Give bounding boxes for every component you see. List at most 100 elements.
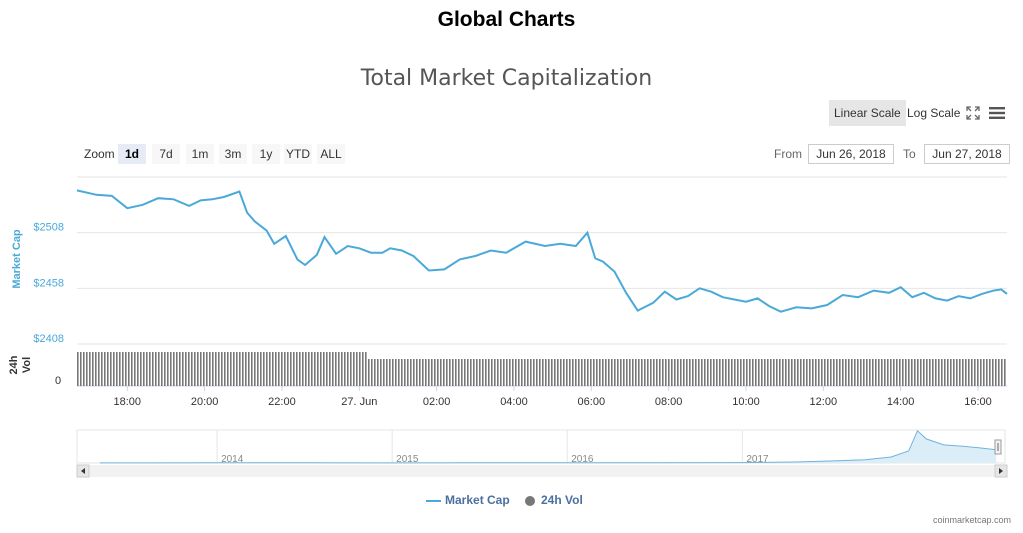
x-tick-label: 20:00 (191, 396, 219, 408)
volume-bar (725, 359, 727, 386)
volume-bar (170, 352, 172, 386)
volume-bar (311, 352, 313, 386)
navigator: 2014 2015 2016 2017 2018 (76, 429, 1008, 478)
navigator-line (99, 429, 997, 464)
volume-bar (536, 359, 538, 386)
volume-bar (197, 352, 199, 386)
zoom-3m-button[interactable]: 3m (219, 144, 247, 164)
zoom-1d-button[interactable]: 1d (118, 144, 146, 164)
volume-bar (194, 352, 196, 386)
volume-bar (896, 359, 898, 386)
volume-bar (743, 359, 745, 386)
volume-bar (422, 359, 424, 386)
volume-bar (290, 352, 292, 386)
volume-bar (989, 359, 991, 386)
volume-bar (749, 359, 751, 386)
x-tick-label: 16:00 (964, 396, 992, 408)
volume-bar (530, 359, 532, 386)
volume-bar (995, 359, 997, 386)
volume-bar (428, 359, 430, 386)
log-scale-button[interactable]: Log Scale (907, 106, 961, 120)
navigator-year-label: 2015 (396, 454, 419, 465)
volume-bar (248, 352, 250, 386)
volume-bar (632, 359, 634, 386)
from-date-input[interactable]: Jun 26, 2018 (808, 144, 894, 164)
volume-bar (278, 352, 280, 386)
volume-bar (467, 359, 469, 386)
volume-bar (599, 359, 601, 386)
volume-bar (551, 359, 553, 386)
volume-bar (854, 359, 856, 386)
volume-bar (629, 359, 631, 386)
volume-bar (827, 359, 829, 386)
volume-bar (782, 359, 784, 386)
x-tick-label: 02:00 (423, 396, 451, 408)
volume-bar (1001, 359, 1003, 386)
volume-bar (830, 359, 832, 386)
volume-bar (932, 359, 934, 386)
volume-bar (773, 359, 775, 386)
volume-bar (431, 359, 433, 386)
volume-bar (395, 359, 397, 386)
volume-bar (488, 359, 490, 386)
volume-bar (410, 359, 412, 386)
volume-bar (338, 352, 340, 386)
volume-bar (554, 359, 556, 386)
volume-bar (680, 359, 682, 386)
volume-bar (605, 359, 607, 386)
volume-bar (413, 359, 415, 386)
volume-bar (566, 359, 568, 386)
legend-volume[interactable]: 24h Vol (525, 493, 583, 507)
volume-bar (500, 359, 502, 386)
volume-bar (386, 359, 388, 386)
volume-bar (848, 359, 850, 386)
volume-bar (356, 352, 358, 386)
volume-bar (443, 359, 445, 386)
volume-bar (212, 352, 214, 386)
legend-market-cap[interactable]: Market Cap (426, 493, 510, 507)
volume-bar (317, 352, 319, 386)
volume-bar (761, 359, 763, 386)
volume-bar (137, 352, 139, 386)
to-date-input[interactable]: Jun 27, 2018 (924, 144, 1010, 164)
zoom-1m-button[interactable]: 1m (186, 144, 214, 164)
fullscreen-icon[interactable] (965, 105, 981, 121)
volume-bar (746, 359, 748, 386)
x-tick-label: 10:00 (732, 396, 760, 408)
volume-bar (335, 352, 337, 386)
y-tick-label: $2408 (33, 333, 64, 345)
volume-bar (764, 359, 766, 386)
volume-bar (944, 359, 946, 386)
volume-bar (239, 352, 241, 386)
zoom-ytd-button[interactable]: YTD (284, 144, 312, 164)
volume-bar (965, 359, 967, 386)
zoom-7d-button[interactable]: 7d (152, 144, 180, 164)
volume-bar (227, 352, 229, 386)
volume-bar (377, 359, 379, 386)
volume-bar (284, 352, 286, 386)
volume-bar (203, 352, 205, 386)
volume-bar (476, 359, 478, 386)
volume-bar (779, 359, 781, 386)
from-label: From (774, 147, 802, 161)
zoom-1y-button[interactable]: 1y (252, 144, 280, 164)
volume-bar (794, 359, 796, 386)
volume-bar (158, 352, 160, 386)
volume-bar (905, 359, 907, 386)
hamburger-menu-icon[interactable] (988, 106, 1006, 120)
volume-bar (926, 359, 928, 386)
volume-bar (806, 359, 808, 386)
volume-bar (815, 359, 817, 386)
volume-bar (563, 359, 565, 386)
volume-bar (254, 352, 256, 386)
volume-bar (935, 359, 937, 386)
zoom-all-button[interactable]: ALL (317, 144, 345, 164)
volume-bar (692, 359, 694, 386)
navigator-year-label: 2016 (571, 454, 594, 465)
volume-bar (959, 359, 961, 386)
volume-bar (242, 352, 244, 386)
volume-bar (578, 359, 580, 386)
x-tick-label: 12:00 (810, 396, 838, 408)
linear-scale-button[interactable]: Linear Scale (829, 100, 906, 126)
x-tick-label: 27. Jun (341, 396, 377, 408)
